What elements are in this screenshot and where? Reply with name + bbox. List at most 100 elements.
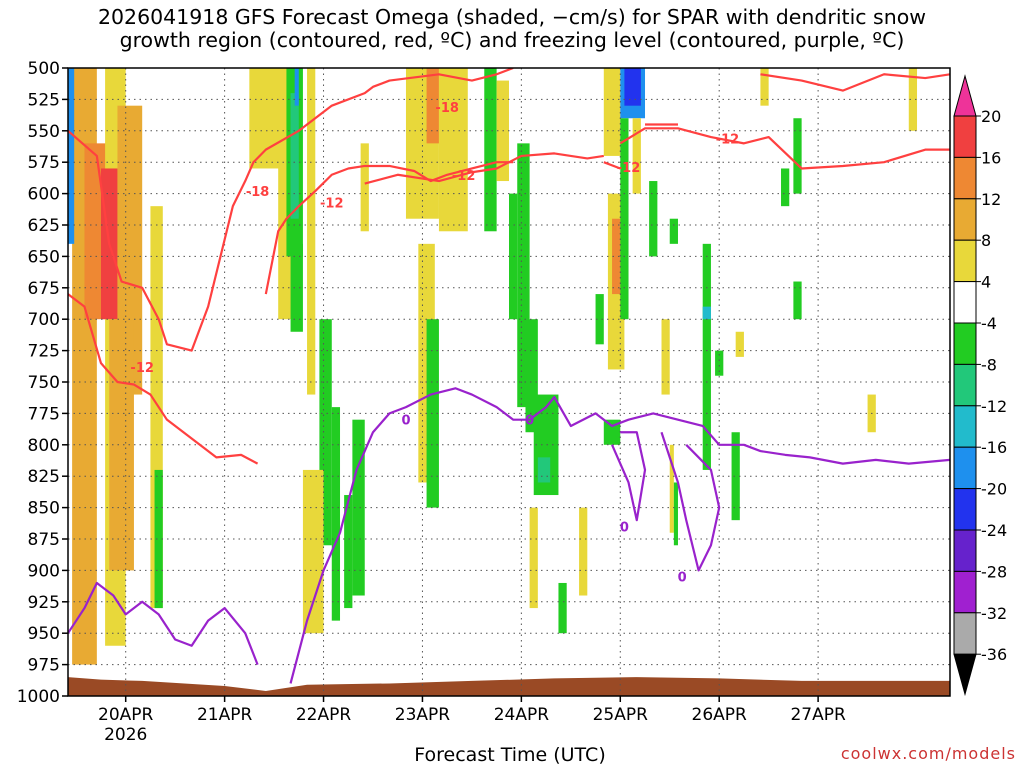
- colorbar-label-2: 12: [981, 190, 1001, 209]
- omega-patch-52: [702, 306, 711, 320]
- omega-patch-53: [735, 331, 744, 357]
- y-tick-label-500: 500: [28, 59, 60, 79]
- omega-patch-33: [537, 457, 551, 483]
- omega-patch-21: [360, 143, 369, 232]
- dgz-contour-line-0: [68, 68, 514, 352]
- credit-text: coolwx.com/models: [840, 744, 1016, 763]
- colorbar-label-3: 8: [981, 231, 991, 250]
- omega-patch-17: [302, 469, 324, 634]
- y-tick-label-650: 650: [28, 247, 60, 267]
- colorbar-band-6: [953, 363, 977, 407]
- colorbar-label-13: -36: [981, 645, 1007, 664]
- omega-patch-34: [529, 507, 538, 609]
- colorbar-band-12: [953, 612, 977, 655]
- terrain-surface: [68, 677, 950, 696]
- omega-shading-layer: [68, 68, 918, 665]
- x-tick-label-27APR: 27APR: [790, 705, 846, 725]
- y-tick-label-550: 550: [28, 122, 60, 142]
- omega-patch-48: [669, 218, 678, 244]
- omega-patch-41: [603, 419, 621, 445]
- freezing-contour-line-1: [289, 387, 950, 684]
- y-tick-label-600: 600: [28, 185, 60, 205]
- terrain-layer: [68, 677, 950, 696]
- x-tick-label-23APR: 23APR: [395, 705, 451, 725]
- dgz-contour-line-3: [364, 152, 604, 185]
- y-tick-label-750: 750: [28, 373, 60, 393]
- colorbar-label-8: -16: [981, 438, 1007, 457]
- omega-patch-29: [509, 193, 518, 320]
- dgz-contour-label-3: -12: [320, 196, 344, 211]
- x-axis-title: Forecast Time (UTC): [414, 744, 606, 766]
- colorbar-band-7: [953, 405, 977, 448]
- omega-patch-58: [793, 281, 802, 320]
- x-tick-label-21APR: 21APR: [197, 705, 253, 725]
- colorbar-bottom-arrow: [953, 653, 977, 697]
- y-tick-label-825: 825: [28, 467, 60, 487]
- colorbar-band-4: [953, 281, 977, 324]
- omega-patch-57: [793, 118, 802, 194]
- y-tick-label-775: 775: [28, 404, 60, 424]
- omega-patch-61: [760, 68, 769, 106]
- omega-patch-46: [649, 181, 658, 257]
- x-tick-label-25APR: 25APR: [593, 705, 649, 725]
- dgz-contour-line-6: [603, 161, 621, 170]
- dgz-contour-label-0: -18: [246, 185, 270, 200]
- omega-patch-9: [249, 68, 283, 169]
- omega-patch-47: [661, 319, 670, 395]
- colorbar-label-0: 20: [981, 107, 1001, 126]
- y-tick-label-1000: 1000: [17, 687, 60, 707]
- colorbar-band-3: [953, 239, 977, 283]
- freezing-contour-label-1: 0: [525, 414, 534, 429]
- chart-title: 2026041918 GFS Forecast Omega (shaded, −…: [97, 5, 927, 52]
- y-tick-label-950: 950: [28, 624, 60, 644]
- colorbar-label-4: 4: [981, 273, 991, 292]
- freezing-contour-label-0: 0: [401, 414, 410, 429]
- omega-patch-49: [669, 444, 674, 533]
- omega-patch-14: [290, 243, 303, 332]
- freezing-contour-line-0: [68, 581, 259, 666]
- dgz-contour-label-6: -12: [617, 161, 641, 176]
- y-tick-label-900: 900: [28, 561, 60, 581]
- y-tick-label-850: 850: [28, 499, 60, 519]
- colorbar-band-11: [953, 570, 977, 614]
- y-tick-label-925: 925: [28, 593, 60, 613]
- omega-patch-45: [632, 118, 641, 194]
- colorbar-label-6: -8: [981, 355, 997, 374]
- colorbar-band-10: [953, 529, 977, 572]
- x-year-label: 2026: [104, 725, 147, 745]
- y-tick-label-700: 700: [28, 310, 60, 330]
- omega-patch-56: [781, 168, 790, 207]
- colorbar-band-9: [953, 488, 977, 531]
- omega-patch-50: [673, 482, 678, 546]
- x-tick-label-22APR: 22APR: [296, 705, 352, 725]
- omega-patch-43: [624, 68, 641, 106]
- freezing-contour-line-3: [660, 431, 721, 572]
- x-tick-label-24APR: 24APR: [494, 705, 550, 725]
- y-tick-label-875: 875: [28, 530, 60, 550]
- colorbar-top-arrow: [953, 74, 977, 117]
- colorbar-label-5: -4: [981, 314, 997, 333]
- omega-patch-35: [558, 582, 567, 634]
- omega-patch-18: [331, 407, 341, 621]
- omega-patch-20: [344, 495, 353, 609]
- omega-patch-24: [438, 68, 468, 232]
- omega-patch-55: [731, 432, 740, 521]
- freezing-contour-label-3: 0: [678, 571, 687, 586]
- dgz-contour-line-4: [619, 127, 950, 170]
- freezing-contour-label-2: 0: [620, 520, 629, 535]
- dgz-contour-line-2: [68, 293, 259, 465]
- omega-patch-54: [715, 350, 724, 376]
- dgz-contour-line-1: [264, 161, 514, 295]
- colorbar-label-9: -20: [981, 480, 1007, 499]
- colorbar-band-1: [953, 156, 977, 200]
- colorbar-band-2: [953, 198, 977, 241]
- omega-patch-26: [426, 319, 439, 508]
- omega-patch-36: [579, 507, 588, 596]
- omega-patch-39: [612, 218, 621, 295]
- omega-patch-19: [352, 419, 365, 596]
- omega-patch-2: [68, 68, 75, 244]
- colorbar-band-0: [953, 115, 977, 158]
- freezing-contour-line-2: [611, 431, 647, 522]
- contour-layer: -18 -18 -12 -12 -12 -12 -12 0 0 0 0: [68, 68, 950, 684]
